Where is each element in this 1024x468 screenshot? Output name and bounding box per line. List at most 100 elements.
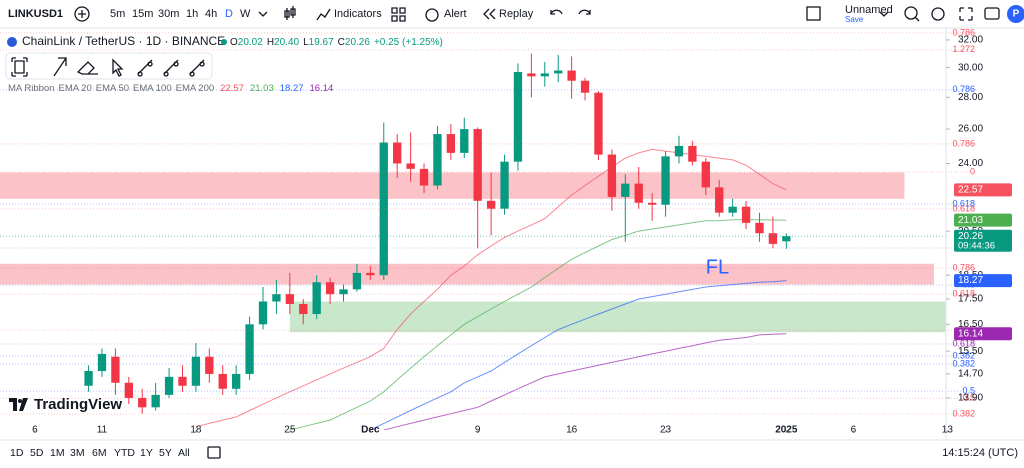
draw-tool-ray[interactable] [163, 59, 179, 77]
interval-button[interactable]: 5m [110, 8, 125, 20]
ohlc-change: +0.25 (+1.25%) [374, 37, 443, 48]
interval-button[interactable]: 1h [186, 8, 198, 20]
draw-tool-eraser[interactable] [76, 61, 98, 75]
draw-tool-arrow[interactable] [53, 57, 67, 77]
layout-checkbox[interactable] [806, 6, 821, 21]
price-badge-label: 21.03 [958, 215, 983, 226]
range-button[interactable]: 1Y [140, 447, 153, 459]
price-badge-label: 18.27 [958, 275, 983, 286]
candle-body [446, 134, 456, 153]
ribbon-name: MA Ribbon [8, 83, 54, 94]
candle-body [768, 233, 778, 244]
price-badge-label: 20.26 [958, 231, 983, 242]
candle-body [245, 324, 254, 374]
candle-body [621, 183, 630, 197]
candle-body [647, 202, 657, 205]
range-button[interactable]: 6M [92, 447, 107, 459]
x-tick-label: 11 [97, 425, 108, 436]
redo-button[interactable] [578, 9, 591, 15]
ribbon-series-value: 18.27 [280, 83, 304, 94]
compare-icon [78, 10, 86, 18]
candle-body [232, 373, 241, 389]
range-button[interactable]: 3M [70, 447, 85, 459]
x-tick-label: 6 [32, 425, 38, 436]
goto-date-button[interactable] [207, 446, 221, 459]
range-button[interactable]: 5Y [159, 447, 172, 459]
candle-body [567, 70, 576, 81]
candle-body [352, 272, 362, 290]
ema-line [289, 219, 787, 430]
y-tick-label: 16.50 [958, 319, 983, 330]
ohlc-value: 20.26 [345, 37, 370, 48]
layout-save[interactable]: Save [845, 15, 864, 24]
search-icon [914, 16, 920, 22]
candle-body [285, 294, 294, 304]
indicators-button[interactable]: Indicators [334, 8, 382, 20]
candle-body [325, 282, 335, 295]
range-button[interactable]: YTD [114, 447, 135, 459]
replay-button[interactable]: Replay [499, 8, 534, 20]
snapshot-button[interactable] [984, 7, 1000, 20]
compare-button[interactable] [74, 6, 90, 22]
candle-body [379, 142, 388, 276]
candle-body [513, 71, 523, 162]
candle-body [258, 301, 268, 325]
candle-body [138, 397, 147, 408]
ribbon-series-value: 22.57 [220, 83, 244, 94]
candle-body [124, 382, 133, 398]
settings-button[interactable] [931, 7, 945, 21]
x-tick-label: 2025 [775, 425, 798, 436]
chart-type-button[interactable] [284, 6, 296, 20]
x-tick-label: 25 [284, 425, 296, 436]
layout-dropdown[interactable] [879, 11, 889, 17]
avatar-letter: P [1013, 9, 1020, 20]
candle-body [433, 134, 442, 186]
candle-body [661, 156, 670, 205]
interval-button[interactable]: 4h [205, 8, 217, 20]
templates-button[interactable] [391, 7, 406, 22]
draw-tool-line[interactable] [189, 59, 205, 77]
undo-button[interactable] [550, 9, 563, 15]
interval-button[interactable]: D [225, 8, 233, 20]
range-button[interactable]: 1M [50, 447, 65, 459]
interval-button[interactable]: 15m [132, 8, 153, 20]
candle-body [701, 161, 710, 188]
interval-button[interactable]: 30m [158, 8, 179, 20]
candle-body [111, 356, 120, 383]
x-tick-label: 13 [942, 425, 954, 436]
symbol[interactable]: LINKUSD1 [8, 8, 63, 20]
zone [0, 172, 905, 199]
fib-label: 0.618 [952, 198, 975, 208]
x-tick-label: 23 [660, 425, 672, 436]
ohlc-value: 20.40 [274, 37, 299, 48]
watermark: TradingView [34, 396, 122, 413]
range-button[interactable]: 1D [10, 447, 24, 459]
avatar[interactable] [1007, 5, 1024, 23]
draw-tool-cursor[interactable] [112, 58, 124, 77]
price-badge [954, 183, 1012, 197]
range-button[interactable]: All [178, 447, 190, 459]
interval-button[interactable]: W [240, 8, 251, 20]
x-tick-label: 18 [190, 425, 202, 436]
alert-button[interactable]: Alert [444, 8, 467, 20]
fib-label: 0.786 [952, 262, 975, 272]
y-tick-label: 30.00 [958, 62, 983, 73]
x-tick-label: 6 [851, 425, 857, 436]
watermark-logo [9, 398, 28, 411]
overlay: LINKUSD1 5m 15m 30m 1h 4h D W Indicators Alert… [0, 4, 1024, 459]
annotation: FL [706, 257, 729, 279]
ma-ribbon-legend[interactable]: MA Ribbon EMA 20 EMA 50 EMA 100 EMA 200 22.57… [8, 83, 333, 94]
fib-label: 0.786 [952, 138, 975, 148]
draw-tool-select[interactable] [11, 57, 28, 77]
draw-tool-trend[interactable] [137, 59, 153, 77]
candle-body [299, 303, 308, 315]
range-button[interactable]: 5D [30, 447, 44, 459]
candle-body [205, 356, 214, 374]
candle-body [393, 142, 402, 164]
candle-body [674, 145, 684, 157]
search-button[interactable] [904, 6, 918, 20]
interval-dropdown[interactable] [258, 11, 268, 17]
legend-title[interactable]: ChainLink / TetherUS · 1D · BINANCE [22, 34, 225, 48]
ohlc-label: O [230, 37, 238, 48]
fullscreen-button[interactable] [959, 7, 973, 21]
